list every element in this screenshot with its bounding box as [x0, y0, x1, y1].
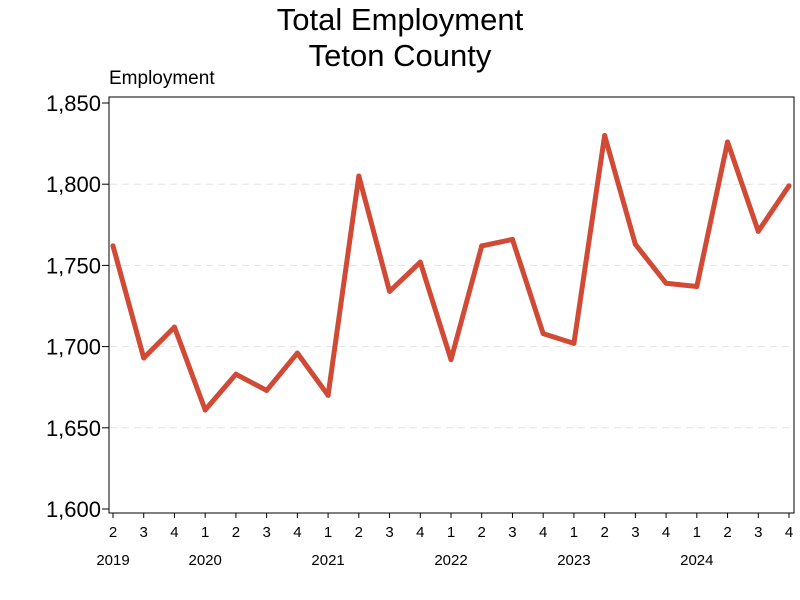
x-tick-label: 1: [324, 524, 332, 541]
x-tick-label: 3: [508, 524, 516, 541]
data-point: [325, 392, 331, 398]
y-tick-label: 1,750: [46, 253, 101, 278]
data-point: [725, 139, 731, 145]
x-tick-label: 3: [262, 524, 270, 541]
x-year-label: 2020: [188, 552, 221, 569]
data-point: [632, 241, 638, 247]
data-point: [387, 288, 393, 294]
x-year-label: 2023: [557, 552, 590, 569]
data-point: [448, 357, 454, 363]
x-tick-label: 2: [600, 524, 608, 541]
x-tick-label: 4: [416, 524, 424, 541]
data-point: [663, 280, 669, 286]
y-axis-label: Employment: [109, 68, 215, 89]
x-tick-label: 4: [785, 524, 793, 541]
data-point: [202, 407, 208, 413]
x-tick-label: 1: [693, 524, 701, 541]
x-tick-label: 4: [293, 524, 301, 541]
x-tick-label: 4: [170, 524, 178, 541]
x-tick-label: 3: [385, 524, 393, 541]
x-tick-label: 2: [109, 524, 117, 541]
data-point: [540, 331, 546, 337]
series-line: [110, 132, 792, 413]
y-tick-label: 1,800: [46, 172, 101, 197]
data-point: [141, 355, 147, 361]
chart-subtitle: Teton County: [308, 38, 492, 73]
data-point: [571, 340, 577, 346]
x-tick-label: 2: [723, 524, 731, 541]
y-tick-label: 1,600: [46, 497, 101, 522]
x-tick-label: 3: [631, 524, 639, 541]
y-tick-label: 1,850: [46, 91, 101, 116]
data-point: [264, 387, 270, 393]
x-tick-label: 1: [447, 524, 455, 541]
y-tick-label: 1,700: [46, 335, 101, 360]
data-point: [602, 132, 608, 138]
x-tick-label: 1: [570, 524, 578, 541]
data-point: [479, 243, 485, 249]
data-point: [755, 228, 761, 234]
y-tick-label: 1,650: [46, 416, 101, 441]
data-point: [786, 183, 792, 189]
x-tick-label: 2: [355, 524, 363, 541]
data-point: [356, 173, 362, 179]
x-year-label: 2024: [680, 552, 713, 569]
data-point: [417, 259, 423, 265]
data-point: [694, 284, 700, 290]
x-tick-label: 2: [232, 524, 240, 541]
chart-title: Total Employment: [276, 2, 524, 37]
x-tick-label: 2: [478, 524, 486, 541]
x-tick-label: 3: [754, 524, 762, 541]
data-point: [294, 350, 300, 356]
x-year-label: 2022: [434, 552, 467, 569]
x-year-label: 2021: [311, 552, 344, 569]
plot-frame: [108, 96, 795, 514]
x-tick-label: 4: [539, 524, 547, 541]
x-tick-label: 3: [140, 524, 148, 541]
data-point: [509, 236, 515, 242]
x-tick-label: 1: [201, 524, 209, 541]
data-point: [110, 243, 116, 249]
data-point: [171, 324, 177, 330]
x-tick-label: 4: [662, 524, 670, 541]
data-point: [233, 371, 239, 377]
x-year-label: 2019: [96, 552, 129, 569]
